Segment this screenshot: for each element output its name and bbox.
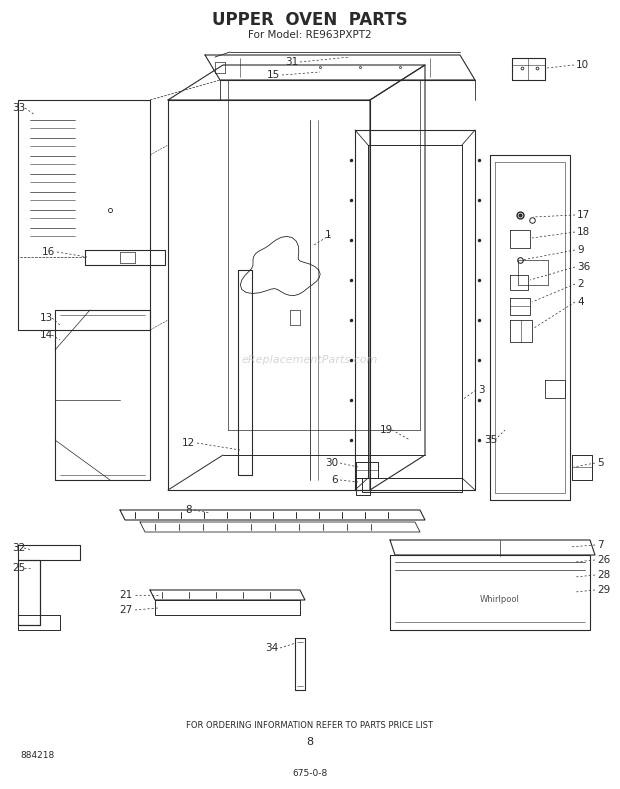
Text: 34: 34 [265,643,278,653]
Text: 35: 35 [484,435,497,445]
Text: 675-0-8: 675-0-8 [293,768,327,777]
Text: 9: 9 [577,245,583,255]
Text: 33: 33 [12,103,25,113]
Text: 5: 5 [597,458,604,468]
Text: 21: 21 [120,590,133,600]
Text: Whirlpool: Whirlpool [480,596,520,604]
Text: 12: 12 [182,438,195,448]
Text: 26: 26 [597,555,610,565]
Text: 25: 25 [12,563,25,573]
Text: 8: 8 [306,737,314,747]
Text: 2: 2 [577,279,583,289]
Text: 32: 32 [12,543,25,553]
Text: 13: 13 [40,313,53,323]
Text: 14: 14 [40,330,53,340]
Text: UPPER  OVEN  PARTS: UPPER OVEN PARTS [212,11,408,29]
Text: 31: 31 [285,57,298,67]
Text: 3: 3 [478,385,485,395]
Text: 10: 10 [576,60,589,70]
Text: 7: 7 [597,540,604,550]
Text: 6: 6 [331,475,338,485]
Text: 27: 27 [120,605,133,615]
Text: 4: 4 [577,297,583,307]
Text: 17: 17 [577,210,590,220]
Text: 16: 16 [42,247,55,257]
Text: eReplacementParts.com: eReplacementParts.com [242,355,378,365]
Text: For Model: RE963PXPT2: For Model: RE963PXPT2 [248,30,372,40]
Text: FOR ORDERING INFORMATION REFER TO PARTS PRICE LIST: FOR ORDERING INFORMATION REFER TO PARTS … [187,720,433,730]
Text: 1: 1 [325,230,332,240]
Text: 29: 29 [597,585,610,595]
Text: 18: 18 [577,227,590,237]
Text: 19: 19 [380,425,393,435]
Text: 36: 36 [577,262,590,272]
Text: 8: 8 [185,505,192,515]
Text: 28: 28 [597,570,610,580]
Text: 884218: 884218 [20,751,55,761]
Text: 15: 15 [267,70,280,80]
Text: 30: 30 [325,458,338,468]
